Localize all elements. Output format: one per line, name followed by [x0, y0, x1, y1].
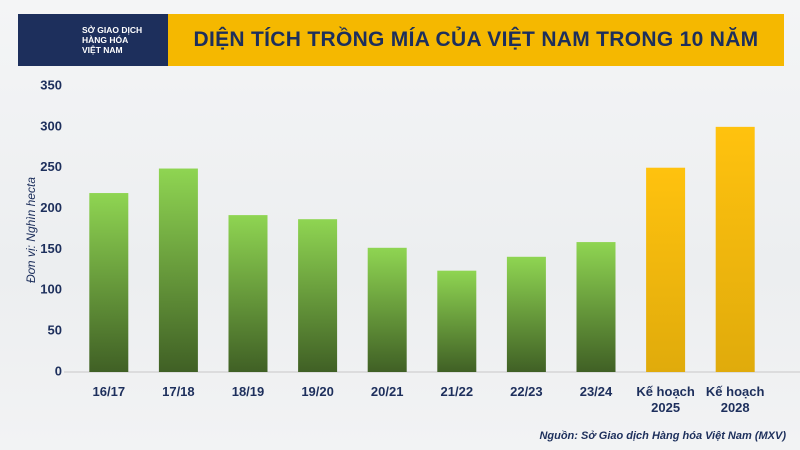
- logo-line: HÀNG HÓA: [82, 35, 129, 45]
- x-tick-label: Kế hoạch 2025: [636, 384, 695, 415]
- x-tick-label: 19/20: [301, 384, 334, 399]
- title-banner: DIỆN TÍCH TRỒNG MÍA CỦA VIỆT NAM TRONG 1…: [168, 14, 784, 66]
- bar: [506, 256, 546, 372]
- y-tick-label: 200: [40, 200, 62, 215]
- y-tick-label: 150: [40, 241, 62, 256]
- y-tick-label: 0: [55, 363, 62, 378]
- logo: SỞ GIAO DỊCH HÀNG HÓA VIỆT NAM: [18, 14, 168, 66]
- y-tick-label: 250: [40, 159, 62, 174]
- y-tick-label: 50: [48, 323, 62, 338]
- bar: [715, 126, 755, 372]
- bar: [228, 215, 268, 372]
- y-tick-label: 300: [40, 118, 62, 133]
- bar: [576, 242, 616, 372]
- x-tick-label: 20/21: [370, 384, 404, 399]
- logo-text: SỞ GIAO DỊCH HÀNG HÓA VIỆT NAM: [82, 25, 142, 55]
- x-tick-label: Kế hoạch 2028: [705, 384, 765, 415]
- y-tick-label: 350: [40, 77, 62, 92]
- bar: [158, 168, 198, 372]
- x-tick-label: 16/17: [92, 384, 126, 399]
- x-tick-label: 22/23: [510, 384, 543, 399]
- x-tick-label: 23/24: [579, 384, 613, 399]
- bar: [367, 247, 407, 372]
- x-tick-label: 18/19: [231, 384, 265, 399]
- x-tick-label: 17/18: [162, 384, 195, 399]
- chart-title: DIỆN TÍCH TRỒNG MÍA CỦA VIỆT NAM TRONG 1…: [193, 28, 759, 51]
- logo-line: VIỆT NAM: [82, 45, 123, 55]
- bar: [89, 193, 129, 372]
- bar: [298, 219, 338, 372]
- y-axis-label: Đơn vị: Nghìn hecta: [24, 177, 38, 283]
- bar: [646, 167, 686, 372]
- x-tick-label: 21/22: [440, 384, 474, 399]
- bar: [437, 270, 477, 372]
- logo-line: SỞ GIAO DỊCH: [82, 25, 143, 35]
- source-note: Nguồn: Sở Giao dịch Hàng hóa Việt Nam (M…: [539, 430, 786, 442]
- y-tick-label: 100: [40, 282, 62, 297]
